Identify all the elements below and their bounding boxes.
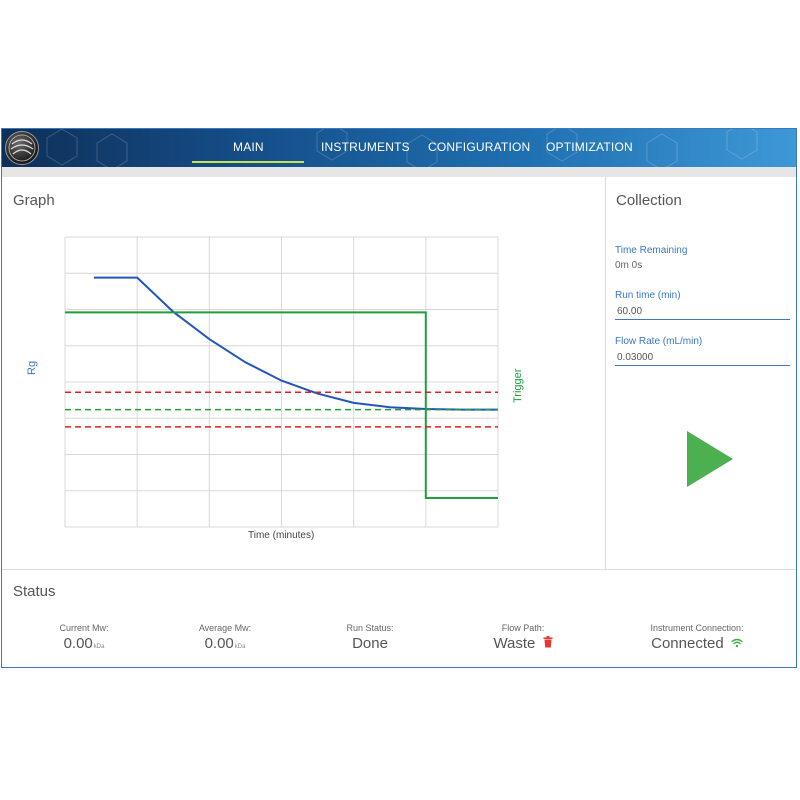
run-status-value: Done — [352, 635, 388, 652]
run-time-label: Run time (min) — [615, 290, 681, 301]
average-mw-unit: kDa — [234, 644, 246, 650]
tab-main[interactable]: MAIN — [233, 140, 264, 154]
app-logo — [5, 131, 39, 165]
time-remaining-label: Time Remaining — [615, 245, 688, 256]
run-time-input[interactable] — [615, 303, 790, 320]
trigger-axis-label: Trigger — [512, 368, 524, 403]
series-line-trigger — [65, 311, 498, 499]
flow-rate-input[interactable] — [615, 349, 790, 366]
current-mw-value: 0.00 — [63, 635, 93, 652]
panel-divider-vertical — [605, 177, 606, 569]
flow-path-display: Waste — [478, 635, 568, 652]
time-remaining-value: 0m 0s — [615, 260, 643, 271]
instrument-connection-status: Instrument Connection: Connected — [632, 623, 762, 652]
tab-configuration[interactable]: CONFIGURATION — [428, 140, 531, 154]
series-line-rg — [93, 276, 498, 411]
play-icon[interactable] — [687, 431, 733, 487]
toolbar-strip — [2, 167, 796, 177]
run-status-label: Run Status: — [346, 623, 394, 633]
rg-axis-label: Rg — [26, 360, 38, 375]
wifi-icon — [731, 638, 743, 648]
flow-rate-label: Flow Rate (mL/min) — [615, 336, 703, 347]
current-mw-display: 0.00kDa — [42, 635, 126, 652]
trash-icon[interactable] — [543, 636, 553, 648]
top-navigation-bar: MAIN INSTRUMENTS CONFIGURATION OPTIMIZAT… — [2, 129, 796, 167]
time-axis-label: Time (minutes) — [248, 530, 315, 541]
instrument-connection-label: Instrument Connection: — [650, 623, 744, 633]
graph-chart — [64, 236, 499, 528]
current-mw-unit: kDa — [93, 644, 105, 650]
graph-title: Graph — [13, 192, 55, 209]
flow-path-value: Waste — [493, 635, 536, 652]
active-tab-indicator — [192, 161, 304, 163]
average-mw-label: Average Mw: — [198, 623, 252, 633]
run-status: Run Status: Done — [330, 623, 410, 652]
status-title: Status — [13, 583, 56, 600]
average-mw-value: 0.00 — [204, 635, 234, 652]
average-mw-status: Average Mw: 0.00kDa — [183, 623, 267, 652]
tab-instruments[interactable]: INSTRUMENTS — [321, 140, 410, 154]
instrument-connection-value: Connected — [651, 635, 724, 652]
current-mw-label: Current Mw: — [59, 623, 109, 633]
collection-title: Collection — [616, 192, 682, 209]
panel-divider-horizontal — [2, 569, 796, 570]
hexagon-pattern — [46, 129, 758, 167]
flow-path-status: Flow Path: Waste — [478, 623, 568, 652]
current-mw-status: Current Mw: 0.00kDa — [42, 623, 126, 652]
average-mw-display: 0.00kDa — [183, 635, 267, 652]
instrument-connection-display: Connected — [632, 635, 762, 652]
app-window: MAIN INSTRUMENTS CONFIGURATION OPTIMIZAT… — [1, 128, 797, 668]
flow-path-label: Flow Path: — [501, 623, 545, 633]
tab-optimization[interactable]: OPTIMIZATION — [546, 140, 633, 154]
